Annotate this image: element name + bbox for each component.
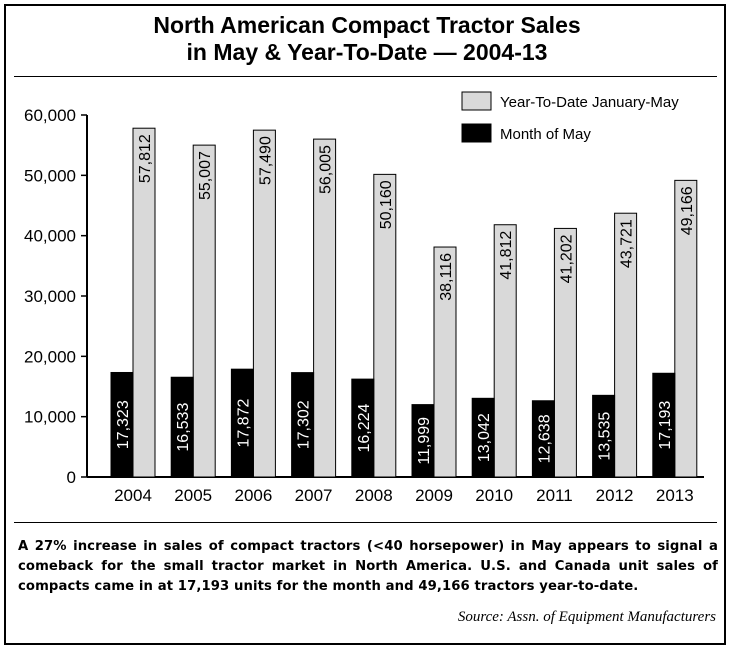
x-tick-label: 2009 xyxy=(415,486,453,505)
bar-ytd xyxy=(192,144,216,478)
y-tick-label: 60,000 xyxy=(24,106,76,125)
bar-may xyxy=(230,368,254,478)
y-tick-label: 50,000 xyxy=(24,166,76,185)
legend-label: Month of May xyxy=(500,126,591,143)
data-label-ytd: 57,490 xyxy=(257,136,274,185)
data-label-ytd: 43,721 xyxy=(619,219,636,268)
y-tick-label: 20,000 xyxy=(24,347,76,366)
data-label-ytd: 38,116 xyxy=(438,253,455,301)
x-tick-label: 2007 xyxy=(295,486,333,505)
bar-may xyxy=(351,378,375,478)
y-tick-label: 0 xyxy=(67,468,76,487)
data-label-may: 13,535 xyxy=(597,412,614,461)
data-label-may: 17,323 xyxy=(115,400,132,449)
bar-may xyxy=(170,376,194,478)
bar-ytd xyxy=(674,179,698,478)
data-label-ytd: 41,812 xyxy=(498,231,515,280)
legend-label: Year-To-Date January-May xyxy=(500,94,679,111)
data-label-ytd: 56,005 xyxy=(318,145,335,194)
data-label-ytd: 41,202 xyxy=(558,234,575,283)
data-label-may: 12,638 xyxy=(536,414,553,463)
chart-title: North American Compact Tractor Sales in … xyxy=(0,12,734,66)
data-label-may: 17,872 xyxy=(235,399,252,448)
bar-may xyxy=(110,371,134,478)
data-label-may: 11,999 xyxy=(416,417,433,465)
data-label-may: 17,302 xyxy=(296,400,313,449)
legend-swatch xyxy=(461,91,492,111)
bar-may xyxy=(531,400,555,478)
bar-may xyxy=(291,372,315,478)
data-label-ytd: 50,160 xyxy=(378,180,395,229)
x-tick-label: 2011 xyxy=(536,486,573,505)
x-tick-label: 2005 xyxy=(174,486,212,505)
bar-chart: 0 10,000 20,000 30,000 40,000 50,000 60,000 57,… xyxy=(24,91,704,505)
x-tick-label: 2010 xyxy=(475,486,513,505)
chart-caption: A 27% increase in sales of compact tract… xyxy=(18,539,718,594)
x-tick-label: 2008 xyxy=(355,486,393,505)
y-tick-label: 30,000 xyxy=(24,287,76,306)
x-tick-label: 2012 xyxy=(596,486,634,505)
y-tick-label: 10,000 xyxy=(24,408,76,427)
legend-swatch xyxy=(461,123,492,143)
data-label-ytd: 55,007 xyxy=(197,151,214,200)
data-label-ytd: 57,812 xyxy=(137,134,154,183)
x-tick-label: 2004 xyxy=(114,486,152,505)
bar-may xyxy=(471,397,495,478)
chart-title-line-1: North American Compact Tractor Sales xyxy=(153,12,581,38)
bar-may xyxy=(652,372,676,478)
data-label-may: 13,042 xyxy=(476,413,493,462)
bar-ytd xyxy=(132,127,156,478)
data-label-ytd: 49,166 xyxy=(679,186,696,235)
chart-title-line-2: in May & Year-To-Date — 2004-13 xyxy=(186,39,548,65)
bar-may xyxy=(592,394,616,478)
bar-ytd xyxy=(553,227,577,478)
chart-frame xyxy=(4,4,726,645)
data-label-may: 16,224 xyxy=(356,403,373,452)
bar-ytd xyxy=(433,246,457,478)
bar-ytd xyxy=(252,129,276,478)
bar-ytd xyxy=(614,212,638,478)
source-note: Source: Assn. of Equipment Manufacturers xyxy=(457,609,716,625)
data-label-may: 16,533 xyxy=(175,403,192,452)
bar-may xyxy=(411,404,435,478)
y-tick-label: 40,000 xyxy=(24,227,76,246)
bar-ytd xyxy=(493,224,517,478)
chart-area-rule xyxy=(14,76,717,523)
data-label-may: 17,193 xyxy=(657,401,674,450)
x-tick-label: 2006 xyxy=(234,486,272,505)
bar-ytd xyxy=(373,173,397,478)
bar-ytd xyxy=(313,138,337,478)
x-tick-label: 2013 xyxy=(656,486,694,505)
